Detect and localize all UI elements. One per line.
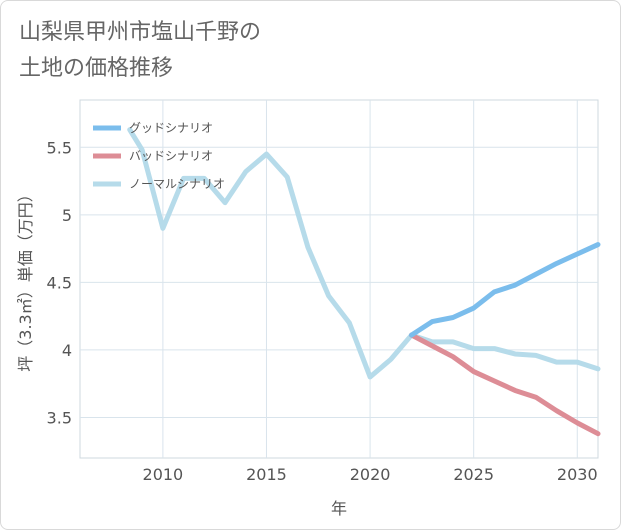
- series-line-1: [409, 332, 601, 437]
- chart-title: 山梨県甲州市塩山千野の 土地の価格推移: [19, 20, 262, 81]
- series-line-2: [127, 127, 601, 380]
- y-tick-label: 5: [62, 206, 72, 225]
- x-tick-label: 2020: [350, 465, 391, 484]
- x-tick-label: 2025: [453, 465, 494, 484]
- y-tick-label: 4.5: [47, 273, 72, 292]
- series-layer: [127, 127, 601, 437]
- x-axis-title: 年: [331, 499, 347, 518]
- legend-label: バッドシナリオ: [129, 149, 213, 163]
- x-tick-label: 2010: [143, 465, 184, 484]
- series-line-0: [409, 242, 601, 338]
- x-tick-label: 2015: [246, 465, 287, 484]
- legend-label: ノーマルシナリオ: [129, 177, 225, 191]
- grid-layer: [79, 99, 599, 459]
- x-tick-label: 2030: [557, 465, 598, 484]
- plot-area-border: [79, 99, 599, 459]
- y-tick-label: 4: [62, 341, 72, 360]
- legend-label: グッドシナリオ: [129, 121, 213, 135]
- y-tick-label: 5.5: [47, 138, 72, 157]
- y-axis-title: 坪（3.3㎡）単価（万円）: [16, 186, 35, 371]
- y-tick-label: 3.5: [47, 408, 72, 427]
- axis-layer: 2010 2015 2020 2025 2030 3.5 4 4.5 5 5.5: [47, 138, 598, 484]
